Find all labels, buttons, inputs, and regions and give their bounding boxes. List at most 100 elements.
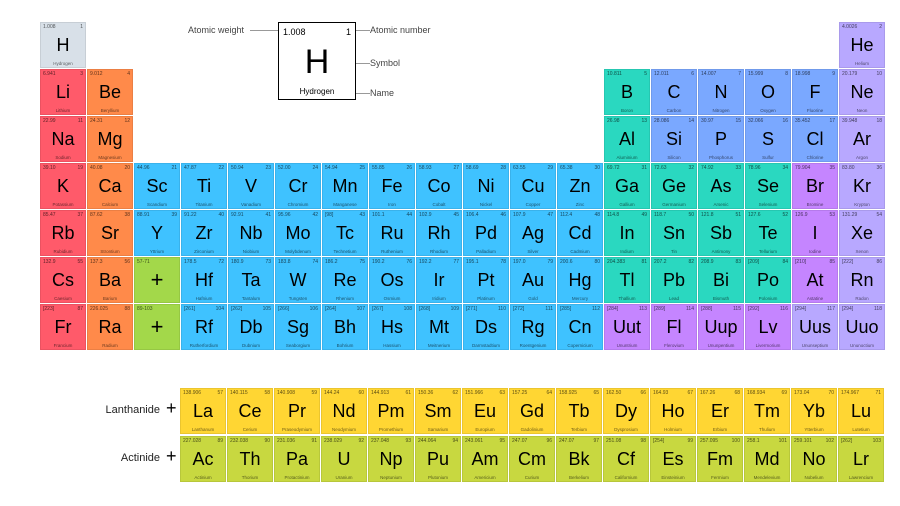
element-name: Gold	[511, 296, 555, 301]
element-name: Samarium	[416, 427, 460, 432]
element-weight: 57-71	[137, 259, 150, 265]
element-number: 66	[640, 390, 646, 396]
element-name: Thulium	[745, 427, 789, 432]
element-weight: 92.91	[231, 212, 244, 218]
element-symbol: Mt	[429, 318, 449, 336]
element-cell-fr: [223]87FrFrancium	[40, 304, 86, 350]
element-cell-md: 258.1101MdMendelevium	[744, 436, 790, 482]
element-weight: 138.906	[183, 390, 201, 396]
element-symbol: Tm	[754, 402, 780, 420]
element-name: Hydrogen	[41, 61, 85, 66]
element-number: 89	[217, 438, 223, 444]
element-symbol: As	[710, 177, 731, 195]
element-name: Vanadium	[229, 202, 273, 207]
element-symbol: Fr	[55, 318, 72, 336]
element-name: Barium	[88, 296, 132, 301]
element-name: Manganese	[323, 202, 367, 207]
element-cell-lu: 174.96771LuLutetium	[838, 388, 884, 434]
element-number: 54	[876, 212, 882, 218]
element-symbol: O	[761, 83, 775, 101]
element-symbol: Al	[619, 130, 635, 148]
element-weight: [266]	[278, 306, 289, 312]
element-cell-cd: 112.448CdCadmium	[557, 210, 603, 256]
element-weight: 200.6	[560, 259, 573, 265]
element-name: Copernicium	[558, 343, 602, 348]
element-number: 80	[594, 259, 600, 265]
element-cell-p: 30.9715PPhosphorus	[698, 116, 744, 162]
element-weight: 180.9	[231, 259, 244, 265]
element-number: 116	[780, 306, 788, 312]
element-symbol: Re	[333, 271, 356, 289]
element-name: Aluminium	[605, 155, 649, 160]
element-number: 45	[453, 212, 459, 218]
element-name: Bohrium	[323, 343, 367, 348]
element-name: Rhenium	[323, 296, 367, 301]
element-symbol: Hf	[195, 271, 213, 289]
element-number: 73	[265, 259, 271, 265]
element-number: 111	[545, 306, 553, 312]
element-name: Indium	[605, 249, 649, 254]
element-name: Technetium	[323, 249, 367, 254]
element-cell-hs: [267]108HsHassium	[369, 304, 415, 350]
element-weight: 195.1	[466, 259, 479, 265]
element-symbol: N	[715, 83, 728, 101]
element-number: 118	[874, 306, 882, 312]
element-cell-se: 78.9634SeSelenium	[745, 163, 791, 209]
legend-label-weight: Atomic weight	[188, 25, 244, 35]
element-weight: 186.2	[325, 259, 338, 265]
element-weight: 63.55	[513, 165, 526, 171]
element-cell-bk: 247.0797BkBerkelium	[556, 436, 602, 482]
element-cell-nd: 144.2460NdNeodymium	[321, 388, 367, 434]
element-name: Rubidium	[41, 249, 85, 254]
element-symbol: C	[668, 83, 681, 101]
element-number: 30	[594, 165, 600, 171]
element-symbol: H	[57, 36, 70, 54]
legend-label-name: Name	[370, 88, 394, 98]
element-name: Chlorine	[793, 155, 837, 160]
element-cell-mo: 95.9642MoMolybdenum	[275, 210, 321, 256]
element-cell-es: [254]99EsEinsteinium	[650, 436, 696, 482]
element-weight: 1.008	[43, 24, 56, 30]
element-weight: [294]	[842, 306, 853, 312]
element-cell-os: 190.276OsOsmium	[369, 257, 415, 303]
actinide-label: Actinide	[100, 452, 160, 464]
element-cell-ca: 40.0820CaCalcium	[87, 163, 133, 209]
element-symbol: Hg	[568, 271, 591, 289]
element-number: 75	[359, 259, 365, 265]
element-number: 41	[265, 212, 271, 218]
element-name: Nickel	[464, 202, 508, 207]
element-number: 49	[641, 212, 647, 218]
element-cell-yb: 173.0470YbYtterbium	[791, 388, 837, 434]
element-symbol: Hs	[381, 318, 403, 336]
element-cell-cn: [285]112CnCopernicium	[557, 304, 603, 350]
element-symbol: At	[806, 271, 823, 289]
element-number: 108	[404, 306, 412, 312]
element-number: 31	[641, 165, 647, 171]
element-name: Roentgenium	[511, 343, 555, 348]
element-weight: 227.028	[183, 438, 201, 444]
element-weight: [292]	[748, 306, 759, 312]
element-cell-ra: 226.02588RaRadium	[87, 304, 133, 350]
element-name: Tungsten	[276, 296, 320, 301]
element-name: Astatine	[793, 296, 837, 301]
element-weight: 58.93	[419, 165, 432, 171]
element-weight: 226.025	[90, 306, 108, 312]
lanthanide-plus-icon: +	[166, 398, 177, 419]
element-name: Ununoctium	[840, 343, 884, 348]
element-weight: 137.3	[90, 259, 103, 265]
element-name: Cobalt	[417, 202, 461, 207]
legend-example-weight: 1.008	[283, 27, 306, 37]
element-name: Helium	[840, 61, 884, 66]
element-number: 106	[310, 306, 318, 312]
element-name: Neptunium	[369, 475, 413, 480]
element-name: Chromium	[276, 202, 320, 207]
element-name: Antimony	[699, 249, 743, 254]
element-weight: 22.99	[43, 118, 56, 124]
element-cell-sb: 121.851SbAntimony	[698, 210, 744, 256]
element-weight: 157.25	[512, 390, 527, 396]
element-cell-gd: 157.2564GdGadolinium	[509, 388, 555, 434]
element-number: 25	[359, 165, 365, 171]
element-number: 40	[218, 212, 224, 218]
element-number: 21	[171, 165, 177, 171]
element-cell-ac: 227.02889AcActinium	[180, 436, 226, 482]
